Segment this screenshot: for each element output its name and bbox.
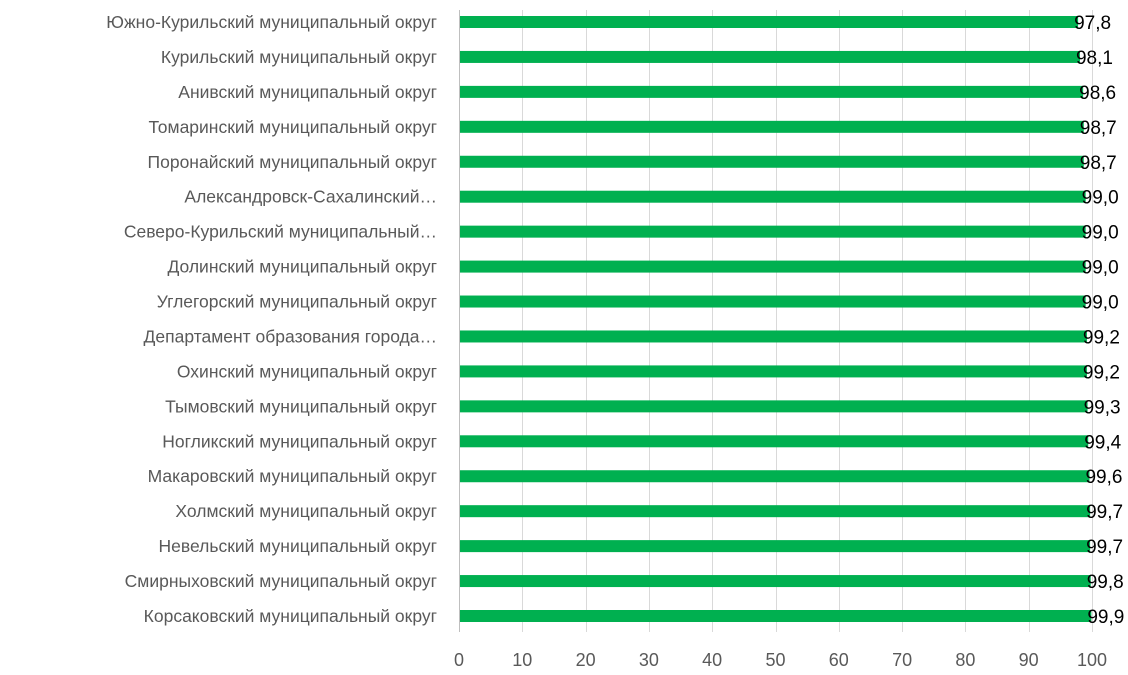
category-label: Смирныховский муниципальный округ	[125, 571, 437, 591]
bar	[460, 400, 1088, 413]
data-label: 99,0	[1082, 223, 1119, 244]
bar	[460, 260, 1086, 273]
category-label: Макаровский муниципальный округ	[148, 466, 437, 486]
x-tick-label: 10	[512, 650, 532, 670]
x-tick-label: 30	[639, 650, 659, 670]
bar	[460, 190, 1086, 203]
data-label: 99,3	[1084, 397, 1121, 418]
category-label: Корсаковский муниципальный округ	[144, 606, 437, 626]
data-label: 97,8	[1074, 13, 1111, 34]
x-tick-label: 40	[702, 650, 722, 670]
bar	[460, 540, 1091, 553]
category-label: Северо-Курильский муниципальный…	[124, 222, 437, 242]
category-label: Анивский муниципальный округ	[178, 82, 437, 102]
category-label: Невельский муниципальный округ	[159, 536, 437, 556]
category-label: Александровск-Сахалинский…	[184, 187, 437, 207]
category-label: Долинский муниципальный округ	[167, 257, 437, 277]
bar	[460, 50, 1080, 63]
category-label: Курильский муниципальный округ	[161, 47, 437, 67]
bar	[460, 120, 1084, 133]
data-label: 98,7	[1080, 153, 1117, 174]
x-axis-tick-labels: 0 10 20 30 40 50 60 70 80 90 100	[454, 650, 1107, 670]
bar	[460, 470, 1090, 483]
bar	[460, 610, 1092, 622]
x-tick-label: 0	[454, 650, 464, 670]
x-tick-label: 60	[829, 650, 849, 670]
data-label: 98,6	[1079, 83, 1116, 104]
data-label: 99,2	[1083, 362, 1120, 383]
data-label: 99,6	[1085, 467, 1122, 488]
bar	[460, 365, 1087, 378]
x-tick-label: 70	[892, 650, 912, 670]
category-label: Ногликский муниципальный округ	[162, 431, 437, 451]
bar	[460, 295, 1086, 308]
category-label: Углегорский муниципальный округ	[157, 292, 437, 312]
bar	[460, 155, 1084, 168]
x-tick-label: 20	[576, 650, 596, 670]
data-label: 99,4	[1084, 432, 1121, 453]
x-tick-label: 50	[765, 650, 785, 670]
data-label: 99,0	[1082, 293, 1119, 314]
category-label: Холмский муниципальный округ	[175, 501, 437, 521]
x-tick-label: 90	[1019, 650, 1039, 670]
data-label: 99,0	[1082, 188, 1119, 209]
data-label: 98,7	[1080, 118, 1117, 139]
category-label: Тымовский муниципальный округ	[165, 396, 437, 416]
data-label: 98,1	[1076, 48, 1113, 69]
category-label: Южно-Курильский муниципальный округ	[106, 12, 437, 32]
bar	[460, 225, 1086, 238]
category-label: Поронайский муниципальный округ	[148, 152, 437, 172]
x-tick-label: 80	[955, 650, 975, 670]
category-labels: Южно-Курильский муниципальный округ Курил…	[106, 12, 437, 626]
data-label: 99,7	[1086, 537, 1123, 558]
data-label: 99,2	[1083, 327, 1120, 348]
gridlines	[459, 10, 1093, 632]
x-tick-label: 100	[1077, 650, 1107, 670]
category-label: Охинский муниципальный округ	[177, 361, 437, 381]
data-label: 99,9	[1087, 607, 1124, 628]
bar	[460, 575, 1091, 588]
bar	[460, 435, 1089, 448]
data-label: 99,7	[1086, 502, 1123, 523]
bar	[460, 330, 1087, 343]
category-label: Томаринский муниципальный округ	[148, 117, 437, 137]
data-label: 99,0	[1082, 258, 1119, 279]
bar	[460, 85, 1084, 98]
bar	[460, 16, 1079, 28]
bars	[460, 16, 1092, 622]
data-labels: 97,8 98,1 98,6 98,7 98,7 99,0 99,0 99,0 99,0 99,2…	[1074, 13, 1124, 628]
bar	[460, 505, 1091, 518]
category-label: Департамент образования города…	[144, 326, 437, 346]
data-label: 99,8	[1087, 572, 1124, 593]
